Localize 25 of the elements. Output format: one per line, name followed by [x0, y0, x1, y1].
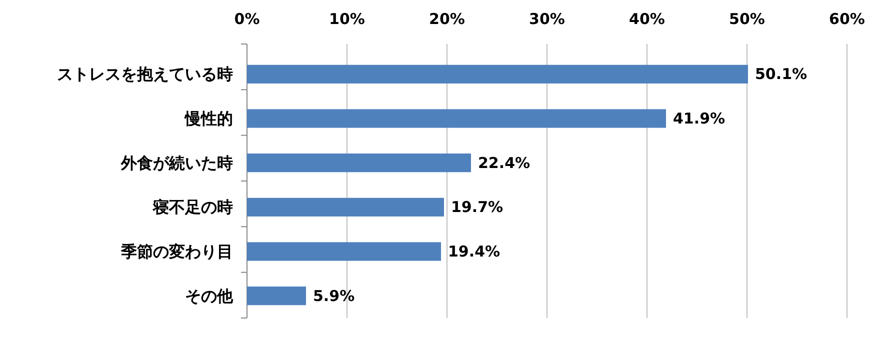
- x-tick-label: 60%: [829, 10, 865, 28]
- x-tick-label: 0%: [234, 10, 260, 28]
- y-tick-label: 外食が続いた時: [120, 153, 233, 172]
- bar: [247, 64, 748, 84]
- bar: [247, 286, 306, 306]
- x-tick-label: 40%: [629, 10, 665, 28]
- data-label: 19.4%: [448, 242, 500, 260]
- data-label: 22.4%: [478, 154, 530, 172]
- bar: [247, 154, 471, 172]
- bar: [247, 242, 441, 261]
- y-tick-label: その他: [185, 286, 234, 306]
- data-label: 41.9%: [673, 110, 726, 128]
- y-tick-label: 慢性的: [184, 109, 233, 128]
- data-label: 5.9%: [313, 286, 355, 305]
- bar: [247, 198, 444, 216]
- x-tick-label: 10%: [329, 10, 365, 28]
- x-tick-label: 30%: [529, 10, 565, 28]
- x-tick-label: 20%: [429, 10, 465, 28]
- data-label: 50.1%: [755, 65, 808, 84]
- data-label: 19.7%: [451, 198, 504, 216]
- y-tick-label: ストレスを抱えている時: [57, 64, 233, 84]
- x-tick-label: 50%: [729, 10, 765, 28]
- bar: [247, 109, 666, 128]
- y-tick-label: 寝不足の時: [152, 198, 233, 217]
- y-tick-label: 季節の変わり目: [120, 242, 233, 261]
